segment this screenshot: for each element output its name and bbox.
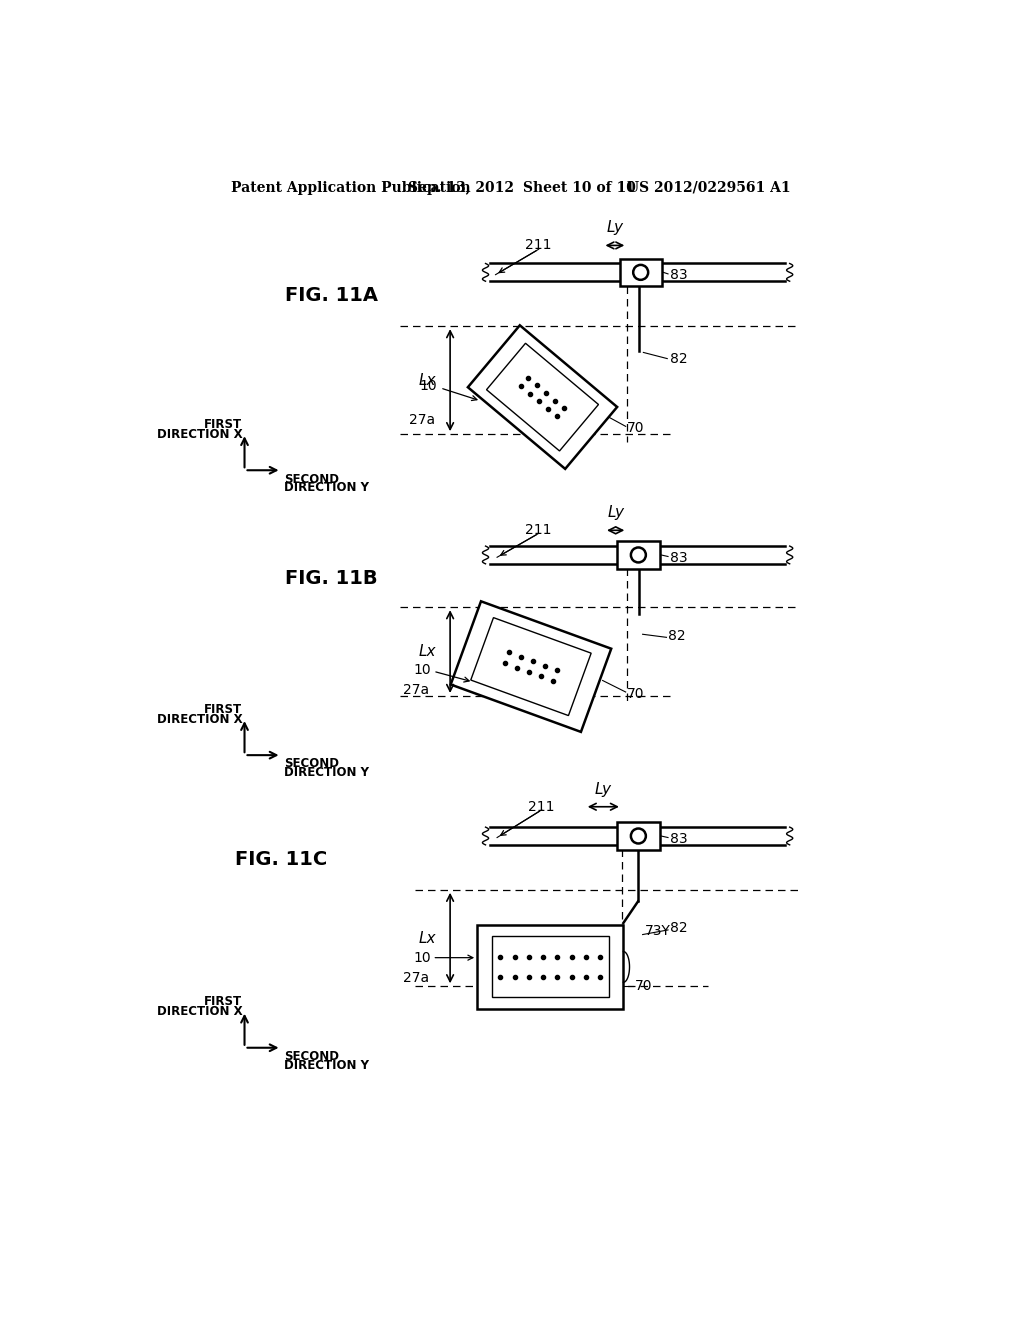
Text: FIG. 11B: FIG. 11B	[285, 569, 377, 587]
Text: 70: 70	[628, 421, 645, 434]
Text: DIRECTION Y: DIRECTION Y	[284, 1059, 369, 1072]
Bar	[620, 259, 662, 286]
Text: 70: 70	[628, 686, 645, 701]
Text: FIRST: FIRST	[204, 418, 243, 430]
Text: DIRECTION Y: DIRECTION Y	[284, 480, 369, 494]
Text: 82: 82	[670, 921, 687, 936]
Text: Ly: Ly	[607, 506, 625, 520]
Bar	[477, 924, 624, 1010]
Text: Sep. 13, 2012: Sep. 13, 2012	[408, 181, 514, 194]
Text: 10: 10	[414, 664, 431, 677]
Text: 73Y: 73Y	[645, 924, 671, 937]
Text: FIRST: FIRST	[204, 995, 243, 1008]
Text: 211: 211	[528, 800, 555, 813]
Text: 82: 82	[668, 628, 686, 643]
Text: FIRST: FIRST	[204, 702, 243, 715]
Bar	[492, 936, 608, 998]
Text: 70: 70	[635, 979, 652, 993]
Text: 10: 10	[420, 379, 437, 392]
Text: SECOND: SECOND	[284, 473, 339, 486]
Text: Patent Application Publication: Patent Application Publication	[230, 181, 470, 194]
Text: 82: 82	[670, 351, 687, 366]
Text: Lx: Lx	[419, 372, 436, 388]
Text: FIG. 11A: FIG. 11A	[285, 286, 378, 305]
Text: 211: 211	[525, 523, 552, 537]
Bar	[617, 541, 659, 569]
Text: 27a: 27a	[403, 682, 429, 697]
Polygon shape	[471, 618, 591, 715]
Text: 27a: 27a	[410, 413, 435, 428]
Text: SECOND: SECOND	[284, 1051, 339, 1063]
Text: US 2012/0229561 A1: US 2012/0229561 A1	[628, 181, 791, 194]
Text: Lx: Lx	[419, 644, 436, 659]
Text: Ly: Ly	[606, 220, 624, 235]
Text: 211: 211	[525, 239, 552, 252]
Text: 83: 83	[670, 268, 687, 282]
Polygon shape	[451, 602, 611, 731]
Text: DIRECTION X: DIRECTION X	[157, 428, 243, 441]
Text: Sheet 10 of 10: Sheet 10 of 10	[523, 181, 636, 194]
Bar	[617, 822, 659, 850]
Text: FIG. 11C: FIG. 11C	[236, 850, 328, 869]
Polygon shape	[486, 343, 598, 451]
Text: 83: 83	[670, 832, 687, 846]
Text: 83: 83	[670, 550, 687, 565]
Text: Lx: Lx	[419, 931, 436, 945]
Text: SECOND: SECOND	[284, 758, 339, 771]
Polygon shape	[468, 325, 617, 469]
Text: DIRECTION X: DIRECTION X	[157, 1006, 243, 1019]
Text: DIRECTION Y: DIRECTION Y	[284, 766, 369, 779]
Text: DIRECTION X: DIRECTION X	[157, 713, 243, 726]
Text: Ly: Ly	[595, 781, 612, 797]
Text: 10: 10	[414, 950, 431, 965]
Text: 27a: 27a	[403, 972, 429, 986]
